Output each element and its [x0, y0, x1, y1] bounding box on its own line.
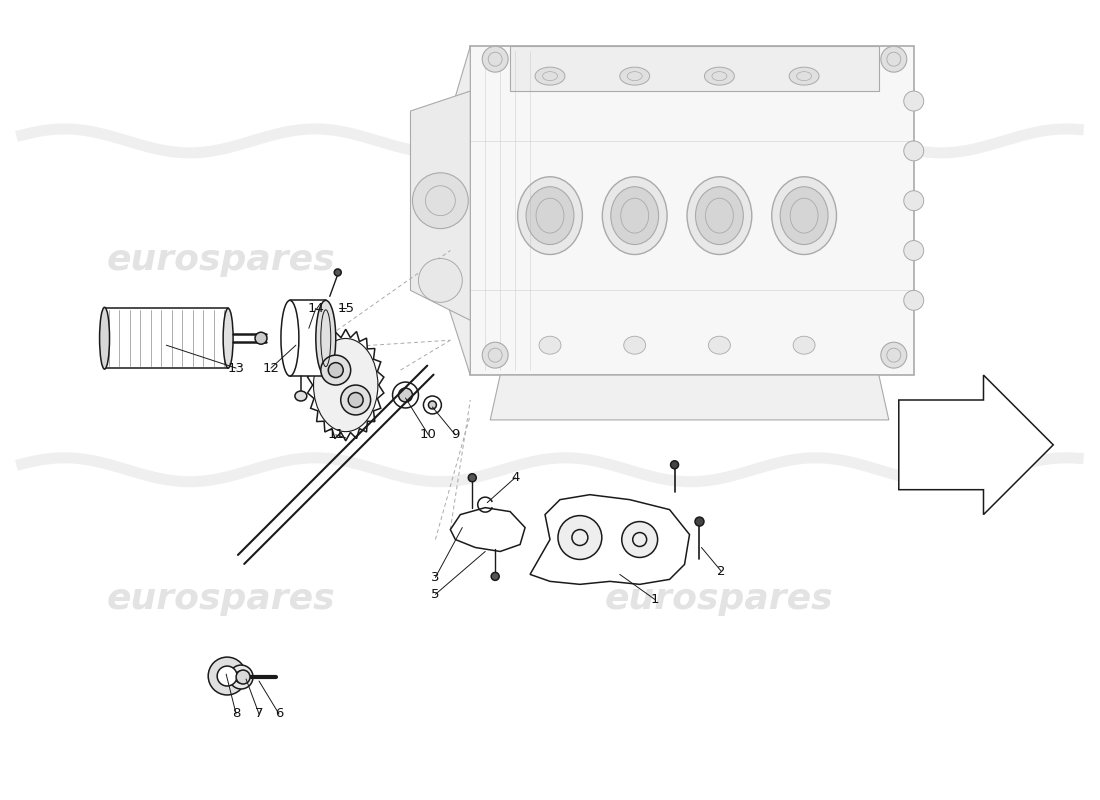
- Polygon shape: [510, 46, 879, 91]
- Ellipse shape: [603, 177, 667, 254]
- Circle shape: [418, 258, 462, 302]
- Ellipse shape: [100, 307, 110, 369]
- Circle shape: [904, 91, 924, 111]
- Ellipse shape: [619, 67, 650, 85]
- Circle shape: [349, 393, 363, 407]
- Circle shape: [482, 342, 508, 368]
- Circle shape: [671, 461, 679, 469]
- Polygon shape: [491, 375, 889, 420]
- Ellipse shape: [772, 177, 836, 254]
- Circle shape: [482, 46, 508, 72]
- Circle shape: [621, 522, 658, 558]
- Text: 4: 4: [510, 471, 519, 484]
- Circle shape: [881, 46, 906, 72]
- Ellipse shape: [295, 391, 307, 401]
- Ellipse shape: [280, 300, 299, 376]
- Polygon shape: [530, 494, 690, 584]
- Text: eurospares: eurospares: [605, 243, 834, 278]
- Ellipse shape: [314, 338, 378, 432]
- Circle shape: [208, 657, 246, 695]
- Circle shape: [428, 401, 437, 409]
- Ellipse shape: [780, 186, 828, 245]
- Circle shape: [334, 269, 341, 276]
- Text: 9: 9: [451, 428, 460, 442]
- Circle shape: [904, 241, 924, 261]
- Ellipse shape: [610, 186, 659, 245]
- Text: 8: 8: [232, 707, 240, 721]
- Ellipse shape: [789, 67, 820, 85]
- Circle shape: [904, 141, 924, 161]
- Circle shape: [904, 290, 924, 310]
- Circle shape: [236, 670, 250, 684]
- Circle shape: [229, 665, 253, 689]
- Ellipse shape: [624, 336, 646, 354]
- Circle shape: [341, 385, 371, 415]
- Ellipse shape: [688, 177, 751, 254]
- Ellipse shape: [539, 336, 561, 354]
- Text: 1: 1: [650, 593, 659, 606]
- Polygon shape: [450, 508, 525, 551]
- Polygon shape: [410, 91, 471, 320]
- Circle shape: [881, 342, 906, 368]
- Circle shape: [398, 388, 412, 402]
- Bar: [104, 308, 228, 368]
- Text: eurospares: eurospares: [107, 243, 336, 278]
- Ellipse shape: [704, 67, 735, 85]
- Text: 14: 14: [307, 302, 324, 315]
- Text: 2: 2: [717, 565, 726, 578]
- Polygon shape: [430, 181, 471, 375]
- Text: 15: 15: [338, 302, 354, 315]
- Bar: [290, 300, 326, 376]
- Circle shape: [492, 572, 499, 580]
- Text: 10: 10: [420, 428, 437, 442]
- Ellipse shape: [518, 177, 582, 254]
- Text: 5: 5: [431, 588, 440, 601]
- Circle shape: [393, 382, 418, 408]
- Ellipse shape: [793, 336, 815, 354]
- Text: 13: 13: [228, 362, 244, 374]
- Text: 6: 6: [275, 707, 283, 721]
- Ellipse shape: [255, 332, 267, 344]
- Circle shape: [904, 190, 924, 210]
- Text: 7: 7: [255, 707, 263, 721]
- Ellipse shape: [535, 67, 565, 85]
- Circle shape: [328, 362, 343, 378]
- Text: eurospares: eurospares: [107, 582, 336, 616]
- Text: eurospares: eurospares: [605, 582, 834, 616]
- Ellipse shape: [526, 186, 574, 245]
- Circle shape: [424, 396, 441, 414]
- Polygon shape: [899, 375, 1053, 514]
- Ellipse shape: [708, 336, 730, 354]
- Ellipse shape: [223, 308, 233, 368]
- Circle shape: [235, 671, 248, 683]
- Text: 12: 12: [263, 362, 279, 374]
- Ellipse shape: [695, 186, 744, 245]
- Text: 11: 11: [327, 428, 344, 442]
- Circle shape: [558, 515, 602, 559]
- Circle shape: [469, 474, 476, 482]
- Ellipse shape: [316, 300, 336, 376]
- Circle shape: [695, 517, 704, 526]
- Polygon shape: [430, 46, 471, 250]
- Circle shape: [217, 666, 238, 686]
- Polygon shape: [308, 330, 384, 441]
- Text: 3: 3: [431, 571, 440, 584]
- Circle shape: [321, 355, 351, 385]
- Polygon shape: [471, 46, 914, 375]
- Circle shape: [412, 173, 469, 229]
